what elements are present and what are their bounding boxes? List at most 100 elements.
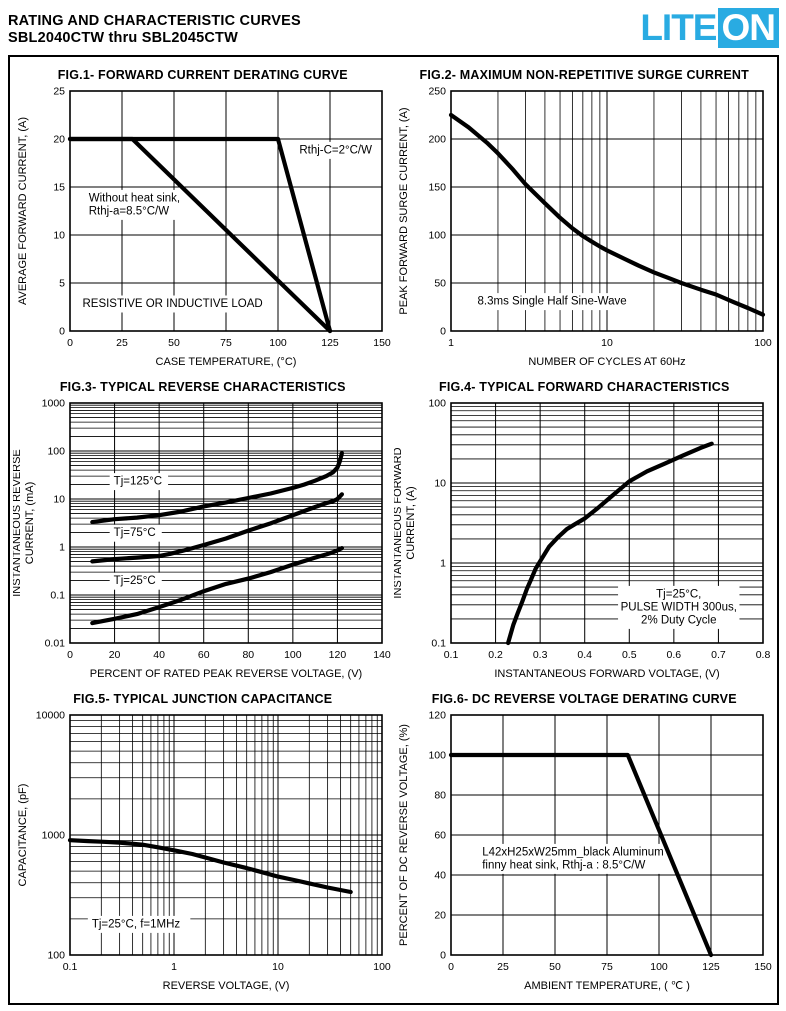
figure-4-chart: Tj=25°C,PULSE WIDTH 300us,2% Duty Cycle 0…: [394, 397, 771, 680]
y-tick-label: 20: [435, 909, 447, 921]
figure-3-title: FIG.3- TYPICAL REVERSE CHARACTERISTICS: [59, 379, 346, 394]
series-curve: [89, 545, 344, 625]
y-tick-label: 1000: [41, 397, 65, 409]
y-tick-label: 15: [53, 181, 65, 193]
series-curve: [67, 136, 332, 333]
logo-text-on: ON: [717, 8, 779, 48]
annotation-text: 8.3ms Single Half Sine-Wave: [478, 295, 627, 307]
page-header: RATING AND CHARACTERISTIC CURVES SBL2040…: [8, 6, 779, 55]
logo-text-lite: LITE: [640, 7, 717, 48]
x-tick-label: 0.4: [578, 649, 593, 661]
x-tick-label: 150: [373, 337, 391, 349]
y-tick-label: 200: [429, 133, 447, 145]
x-tick-label: 75: [220, 337, 232, 349]
plot-frame: [450, 89, 765, 332]
figure-5-title: FIG.5- TYPICAL JUNCTION CAPACITANCE: [73, 691, 333, 706]
x-tick-label: 10: [601, 337, 613, 349]
x-tick-label: 100: [284, 649, 302, 661]
y-tick-label: 40: [435, 869, 447, 881]
annotation-text: Without heat sink,: [88, 192, 179, 204]
x-tick-label: 0.5: [622, 649, 637, 661]
y-tick-label: 0: [59, 325, 65, 337]
header-titles: RATING AND CHARACTERISTIC CURVES SBL2040…: [8, 6, 301, 47]
x-tick-label: 150: [754, 961, 772, 973]
y-tick-label: 5: [59, 277, 65, 289]
annotation-bg: [84, 189, 206, 220]
series-curve: [67, 837, 353, 894]
annotation-bg: [478, 843, 695, 874]
y-axis-label: CURRENT, (A): [405, 486, 417, 559]
page-title: RATING AND CHARACTERISTIC CURVES: [8, 13, 301, 29]
y-axis-label: INSTANTANEOUS REVERSE: [13, 449, 23, 597]
y-tick-label: 100: [47, 445, 65, 457]
charts-board: FIG.1- FORWARD CURRENT DERATING CURVE Rt…: [8, 55, 779, 1005]
annotation-text: Tj=25°C, f=1MHz: [92, 918, 181, 930]
figure-1: FIG.1- FORWARD CURRENT DERATING CURVE Rt…: [13, 68, 393, 375]
x-tick-label: 0.7: [711, 649, 726, 661]
annotation-bg: [109, 472, 168, 490]
y-axis-label: CAPACITANCE, (pF): [17, 783, 29, 886]
figure-6: FIG.6- DC REVERSE VOLTAGE DERATING CURVE…: [394, 692, 774, 999]
x-tick-label: 100: [650, 961, 668, 973]
part-number-range: SBL2040CTW thru SBL2045CTW: [8, 30, 238, 46]
y-axis-label: AVERAGE FORWARD CURRENT, (A): [17, 116, 29, 304]
y-tick-label: 20: [53, 133, 65, 145]
x-axis-label: REVERSE VOLTAGE, (V): [162, 980, 289, 992]
y-tick-label: 0.1: [50, 589, 65, 601]
x-tick-label: 1: [448, 337, 454, 349]
x-tick-label: 0: [67, 337, 73, 349]
y-tick-label: 10: [53, 493, 65, 505]
annotation-text: RESISTIVE OR INDUCTIVE LOAD: [82, 298, 262, 310]
plot-frame: [68, 713, 383, 956]
x-tick-label: 100: [754, 337, 772, 349]
annotation-text: Rthj-a=8.5°C/W: [88, 205, 168, 217]
series-curve: [449, 112, 766, 317]
x-tick-label: 0: [67, 649, 73, 661]
y-tick-label: 25: [53, 85, 65, 97]
x-tick-label: 10: [272, 961, 284, 973]
y-tick-label: 0.1: [432, 637, 447, 649]
x-tick-label: 140: [373, 649, 391, 661]
plot-frame: [450, 401, 765, 644]
x-axis-label: CASE TEMPERATURE, (°C): [155, 356, 296, 368]
y-tick-label: 250: [429, 85, 447, 97]
y-tick-label: 100: [47, 949, 65, 961]
annotation-bg: [473, 292, 652, 310]
y-tick-label: 1: [440, 557, 446, 569]
y-tick-label: 100: [429, 397, 447, 409]
x-tick-label: 60: [198, 649, 210, 661]
annotation-text: Tj=25°C: [113, 575, 155, 587]
y-tick-label: 10000: [36, 709, 65, 721]
x-tick-label: 0: [448, 961, 454, 973]
series-curve: [506, 441, 715, 645]
y-axis-label: CURRENT, (mA): [24, 481, 36, 564]
x-tick-label: 25: [497, 961, 509, 973]
x-tick-label: 1: [171, 961, 177, 973]
x-axis-label: AMBIENT TEMPERATURE, ( ℃ ): [524, 980, 690, 992]
annotation-text: Tj=25°C,: [656, 588, 701, 600]
annotation-bg: [109, 572, 162, 590]
y-tick-label: 0: [440, 949, 446, 961]
annotation-bg: [618, 585, 740, 629]
figure-2: FIG.2- MAXIMUM NON-REPETITIVE SURGE CURR…: [394, 68, 774, 375]
y-axis-label: PERCENT OF DC REVERSE VOLTAGE, (%): [398, 724, 410, 946]
x-tick-label: 0.8: [756, 649, 771, 661]
plot-frame: [68, 89, 383, 332]
x-tick-label: 125: [702, 961, 720, 973]
plot-frame: [450, 713, 765, 956]
series-curve: [89, 450, 344, 524]
x-tick-label: 80: [242, 649, 254, 661]
figure-1-chart: Rthj-C=2°C/W Without heat sink,Rthj-a=8.5…: [17, 85, 391, 368]
series-curve: [89, 491, 344, 563]
annotation-text: 2% Duty Cycle: [641, 614, 716, 626]
y-tick-label: 60: [435, 829, 447, 841]
y-tick-label: 0: [440, 325, 446, 337]
x-tick-label: 50: [168, 337, 180, 349]
x-tick-label: 100: [373, 961, 391, 973]
x-tick-label: 25: [116, 337, 128, 349]
annotation-text: PULSE WIDTH 300us,: [621, 601, 737, 613]
y-tick-label: 100: [429, 749, 447, 761]
y-axis-label: PEAK FORWARD SURGE CURRENT, (A): [398, 107, 410, 314]
annotation-text: Rthj-C=2°C/W: [299, 144, 372, 156]
